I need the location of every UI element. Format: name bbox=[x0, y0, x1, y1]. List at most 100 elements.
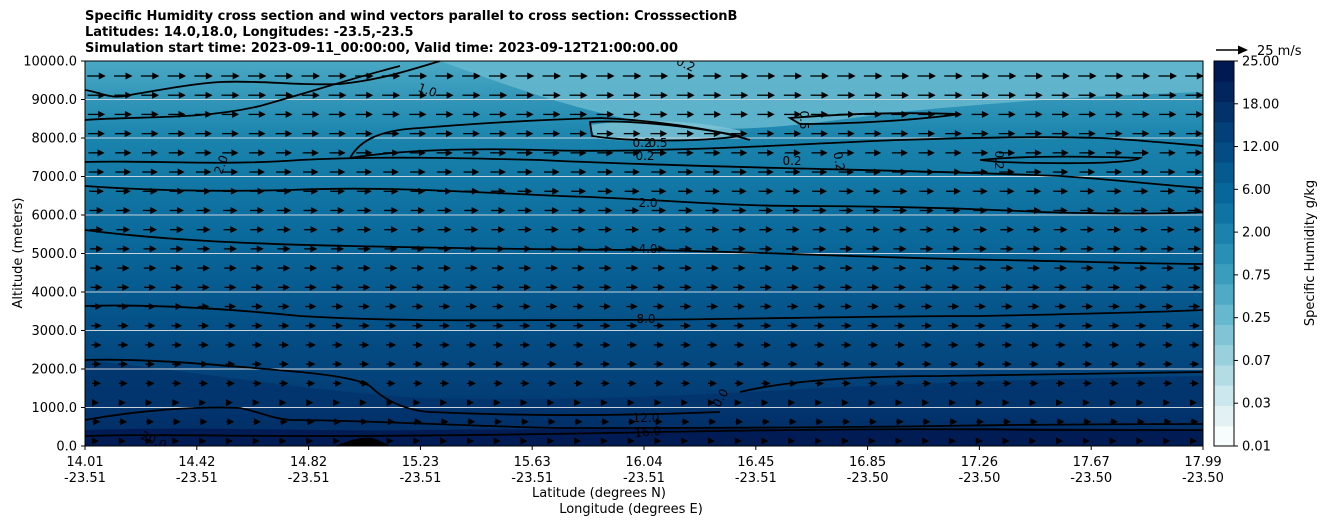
colorbar-segment bbox=[1214, 81, 1234, 103]
wind-vector bbox=[1002, 399, 1010, 407]
wind-vector bbox=[918, 168, 935, 176]
wind-vector bbox=[1163, 418, 1172, 426]
wind-vector bbox=[225, 341, 236, 349]
wind-vector bbox=[891, 130, 909, 138]
wind-vector bbox=[625, 226, 639, 234]
wind-vector bbox=[945, 149, 962, 157]
wind-vector bbox=[359, 360, 370, 368]
wind-vector bbox=[328, 110, 347, 118]
wind-vector bbox=[785, 206, 800, 214]
wind-vector bbox=[199, 418, 208, 426]
wind-vector bbox=[731, 187, 747, 195]
wind-vector bbox=[1187, 245, 1202, 253]
colorbar-tick-label: 6.00 bbox=[1242, 183, 1271, 198]
wind-vector bbox=[1052, 149, 1069, 157]
wind-vector bbox=[680, 322, 692, 330]
contour-line bbox=[85, 229, 1203, 265]
wind-vector bbox=[463, 130, 480, 138]
wind-vector bbox=[999, 168, 1015, 176]
wind-vector bbox=[225, 360, 236, 368]
wind-vector bbox=[168, 149, 185, 157]
wind-vector bbox=[1134, 283, 1147, 291]
contour-label: 0.2 bbox=[635, 149, 654, 163]
wind-vector bbox=[948, 437, 956, 445]
wind-vector bbox=[703, 72, 722, 80]
colorbar-tick-label: 0.07 bbox=[1242, 354, 1271, 369]
wind-vector bbox=[1110, 418, 1119, 426]
wind-vector bbox=[198, 341, 209, 349]
wind-vector bbox=[1003, 418, 1011, 426]
wind-vector bbox=[654, 399, 662, 407]
wind-vector bbox=[1132, 110, 1150, 118]
wind-vector bbox=[705, 245, 720, 253]
wind-vector bbox=[544, 226, 559, 234]
wind-vector bbox=[1082, 437, 1090, 445]
wind-vector bbox=[222, 130, 239, 138]
wind-vector bbox=[545, 264, 559, 272]
wind-vector bbox=[172, 437, 180, 445]
wind-vector bbox=[328, 91, 347, 99]
wind-vector bbox=[332, 322, 343, 330]
wind-vector bbox=[918, 130, 936, 138]
wind-vector bbox=[249, 187, 265, 195]
wind-vector bbox=[172, 379, 182, 387]
wind-vector bbox=[145, 360, 155, 368]
wind-vector bbox=[89, 187, 104, 195]
wind-vector bbox=[519, 303, 531, 311]
contour-line bbox=[85, 156, 1203, 189]
colorbar-tick-label: 18.00 bbox=[1242, 97, 1279, 112]
wind-vector bbox=[518, 245, 532, 253]
wind-vector bbox=[167, 72, 187, 80]
wind-vector bbox=[169, 206, 185, 214]
wind-vector bbox=[1079, 168, 1096, 176]
wind-vector bbox=[758, 206, 774, 214]
wind-vector bbox=[492, 303, 504, 311]
wind-vector bbox=[1135, 341, 1147, 349]
wind-vector bbox=[547, 399, 555, 407]
wind-vector bbox=[1133, 206, 1149, 214]
wind-vector bbox=[678, 206, 693, 214]
wind-vector bbox=[841, 437, 849, 445]
wind-vector bbox=[516, 91, 534, 99]
wind-vector bbox=[491, 206, 506, 214]
wind-vector bbox=[600, 379, 610, 387]
wind-vector bbox=[788, 360, 798, 368]
wind-vector bbox=[333, 399, 341, 407]
wind-vector bbox=[1082, 360, 1093, 368]
wind-vector bbox=[596, 110, 614, 118]
wind-vector bbox=[622, 72, 642, 80]
wind-vector bbox=[624, 187, 640, 195]
wind-vector bbox=[437, 187, 453, 195]
contour-label: 2.0 bbox=[638, 196, 657, 210]
wind-vector bbox=[194, 91, 213, 99]
wind-vector bbox=[654, 437, 662, 445]
wind-vector bbox=[359, 379, 369, 387]
wind-vector bbox=[384, 226, 398, 234]
wind-vector bbox=[707, 379, 717, 387]
y-tick-label: 10000.0 bbox=[23, 55, 77, 70]
wind-vector bbox=[894, 322, 906, 330]
wind-vector bbox=[1132, 130, 1150, 138]
wind-vector bbox=[117, 283, 130, 291]
wind-vector bbox=[837, 130, 855, 138]
contour-label: 8.0 bbox=[636, 312, 655, 326]
wind-vector bbox=[466, 360, 477, 368]
wind-vector bbox=[114, 130, 132, 138]
wind-vector bbox=[467, 418, 476, 426]
wind-vector bbox=[1109, 379, 1119, 387]
wind-vector bbox=[892, 168, 908, 176]
wind-vector bbox=[331, 283, 344, 291]
wind-vector bbox=[145, 437, 153, 445]
wind-vector bbox=[892, 206, 908, 214]
wind-vector bbox=[439, 360, 450, 368]
wind-vector bbox=[864, 91, 883, 99]
wind-vector bbox=[596, 130, 614, 138]
wind-vector bbox=[627, 437, 635, 445]
wind-vector bbox=[1028, 322, 1040, 330]
wind-vector bbox=[119, 418, 128, 426]
wind-vector bbox=[383, 187, 399, 195]
wind-vector bbox=[521, 418, 529, 426]
wind-vector bbox=[385, 322, 397, 330]
x-tick-label-lon: -23.51 bbox=[399, 471, 441, 486]
wind-vector bbox=[144, 322, 156, 330]
